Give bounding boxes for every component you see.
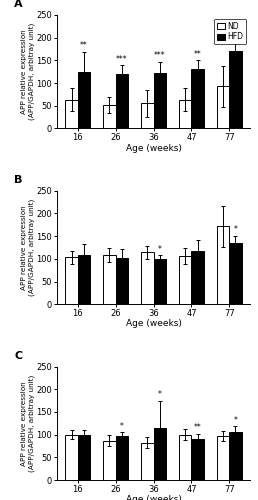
Bar bbox=[179, 100, 191, 128]
Bar bbox=[179, 434, 191, 480]
Bar bbox=[66, 258, 78, 304]
X-axis label: Age (weeks): Age (weeks) bbox=[126, 320, 181, 328]
Text: A: A bbox=[14, 0, 23, 10]
Text: *: * bbox=[158, 245, 162, 254]
Bar bbox=[217, 436, 229, 480]
Y-axis label: APP relative expression
(APP/GAPDH, arbitray unit): APP relative expression (APP/GAPDH, arbi… bbox=[21, 23, 35, 120]
Bar bbox=[154, 73, 166, 128]
Text: C: C bbox=[14, 351, 22, 361]
Bar bbox=[78, 255, 90, 304]
Bar bbox=[66, 100, 78, 128]
Bar bbox=[191, 70, 204, 128]
Bar bbox=[141, 443, 154, 480]
Bar bbox=[179, 256, 191, 304]
Bar bbox=[66, 434, 78, 480]
Text: B: B bbox=[14, 175, 22, 185]
Bar bbox=[217, 226, 229, 304]
Y-axis label: APP relative expression
(APP/GAPDH, arbitray unit): APP relative expression (APP/GAPDH, arbi… bbox=[21, 199, 35, 296]
Bar bbox=[103, 255, 116, 304]
Text: **: ** bbox=[232, 28, 239, 36]
Text: *: * bbox=[233, 226, 237, 234]
X-axis label: Age (weeks): Age (weeks) bbox=[126, 495, 181, 500]
Text: **: ** bbox=[80, 42, 87, 50]
Bar bbox=[229, 432, 241, 480]
Text: **: ** bbox=[194, 50, 201, 59]
X-axis label: Age (weeks): Age (weeks) bbox=[126, 144, 181, 152]
Bar bbox=[103, 105, 116, 128]
Text: *: * bbox=[158, 390, 162, 399]
Bar bbox=[116, 258, 128, 304]
Bar bbox=[191, 251, 204, 304]
Bar bbox=[154, 259, 166, 304]
Bar bbox=[217, 86, 229, 128]
Text: ***: *** bbox=[116, 54, 127, 64]
Text: *: * bbox=[233, 416, 237, 425]
Y-axis label: APP relative expression
(APP/GAPDH, arbitray unit): APP relative expression (APP/GAPDH, arbi… bbox=[21, 374, 35, 472]
Text: *: * bbox=[120, 422, 124, 430]
Bar bbox=[116, 436, 128, 480]
Text: ***: *** bbox=[154, 52, 165, 60]
Bar bbox=[78, 72, 90, 128]
Bar bbox=[78, 434, 90, 480]
Text: **: ** bbox=[194, 424, 201, 432]
Bar bbox=[154, 428, 166, 480]
Bar bbox=[229, 52, 241, 128]
Legend: ND, HFD: ND, HFD bbox=[214, 19, 246, 44]
Bar bbox=[141, 252, 154, 304]
Bar bbox=[103, 440, 116, 480]
Bar bbox=[141, 104, 154, 128]
Bar bbox=[191, 439, 204, 480]
Bar bbox=[116, 74, 128, 128]
Bar bbox=[229, 242, 241, 304]
